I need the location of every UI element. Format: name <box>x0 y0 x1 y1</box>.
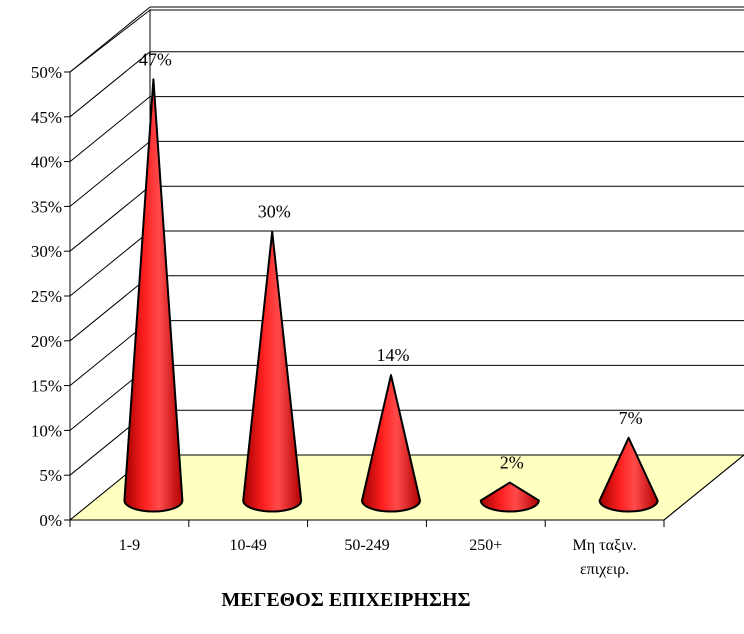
x-category-label: Μη ταξιν. <box>573 537 637 554</box>
gridline-side <box>69 230 151 297</box>
gridline-side <box>69 6 151 73</box>
cone-bar <box>361 374 421 513</box>
y-tick-label: 5% <box>39 466 62 485</box>
data-label: 2% <box>500 453 524 473</box>
y-tick-label: 20% <box>31 332 62 351</box>
data-label: 14% <box>377 345 410 365</box>
y-tick-label: 0% <box>39 511 62 530</box>
cone-body <box>242 230 303 513</box>
cones <box>123 78 659 513</box>
data-labels: 47% 30% 14% 2% 7% <box>139 49 643 472</box>
x-axis-title: ΜΕΓΕΘΟΣ ΕΠΙΧΕΙΡΗΣΗΣ <box>221 589 470 611</box>
y-tick-label: 10% <box>31 421 62 440</box>
floor-edge <box>663 454 744 521</box>
gridlines <box>69 6 744 476</box>
cone-bar <box>598 436 659 513</box>
x-category-label: 250+ <box>469 537 502 554</box>
cone-body <box>479 481 540 513</box>
x-category-label: 10-49 <box>230 537 267 554</box>
x-category-label: 1-9 <box>119 537 140 554</box>
y-tick-label: 50% <box>31 63 62 82</box>
cone-body <box>598 436 659 513</box>
cone-bar <box>242 230 303 513</box>
data-label: 47% <box>139 49 172 69</box>
cone-body <box>361 374 421 513</box>
gridline-side <box>69 51 151 118</box>
gridline-side <box>69 185 151 252</box>
x-axis-categories: 1-9 10-49 50-249 250+ Μη ταξιν. επιχειρ. <box>119 537 637 578</box>
cone-bar <box>479 481 540 513</box>
data-label: 30% <box>258 202 291 222</box>
gridline-side <box>69 96 151 162</box>
y-axis-ticks: 0% 5% 10% 15% 20% 25% 30% 35% 40% 45% 50% <box>31 63 70 530</box>
gridline-side <box>69 141 151 207</box>
cone-bar <box>123 78 184 513</box>
y-tick-label: 40% <box>31 153 62 172</box>
y-tick-label: 45% <box>31 108 62 127</box>
x-category-label: επιχειρ. <box>580 561 629 578</box>
back-wall-edge <box>149 9 744 455</box>
gridline-side <box>69 275 151 342</box>
y-tick-label: 35% <box>31 197 62 216</box>
y-tick-label: 25% <box>31 287 62 306</box>
x-category-label: 50-249 <box>344 537 389 554</box>
data-label: 7% <box>619 408 643 428</box>
y-tick-label: 15% <box>31 377 62 396</box>
y-tick-label: 30% <box>31 242 62 261</box>
cone-body <box>123 78 184 513</box>
